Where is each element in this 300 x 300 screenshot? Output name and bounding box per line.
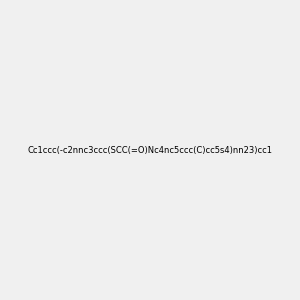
Text: Cc1ccc(-c2nnc3ccc(SCC(=O)Nc4nc5ccc(C)cc5s4)nn23)cc1: Cc1ccc(-c2nnc3ccc(SCC(=O)Nc4nc5ccc(C)cc5… (28, 146, 272, 154)
